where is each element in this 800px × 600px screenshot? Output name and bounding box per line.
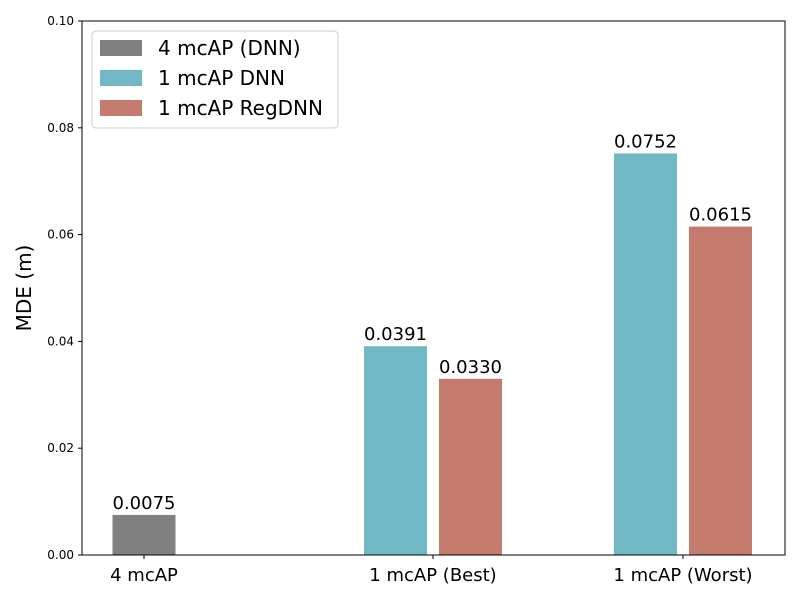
bar-1-mcap-regdnn-1 [439, 378, 502, 555]
data-label: 0.0330 [439, 357, 502, 378]
data-label: 0.0391 [364, 324, 427, 345]
data-label: 0.0752 [614, 131, 677, 152]
y-axis: 0.00 0.02 0.04 0.06 0.08 0.10 [47, 14, 82, 562]
y-tick-label: 0.02 [47, 441, 74, 455]
x-axis: 4 mcAP 1 mcAP (Best) 1 mcAP (Worst) [110, 555, 753, 586]
y-tick-label: 0.08 [47, 121, 74, 135]
bar-1-mcap-dnn-1 [364, 346, 427, 555]
bar-1-mcap-regdnn-2 [689, 226, 752, 555]
legend-swatch [100, 70, 142, 86]
bar-1-mcap-dnn-2 [614, 153, 677, 555]
x-tick-label: 1 mcAP (Worst) [613, 565, 752, 586]
y-tick-label: 0.04 [47, 334, 74, 348]
data-label: 0.0075 [113, 493, 176, 514]
legend-box [91, 30, 339, 129]
bar-4-mcap-dnn--0 [112, 514, 176, 555]
data-labels-group: 0.0075 0.0391 0.0752 0.0330 0.0615 [113, 131, 752, 514]
y-tick-label: 0.10 [47, 14, 74, 28]
legend-swatch [100, 100, 142, 116]
legend-label: 1 mcAP RegDNN [158, 96, 323, 120]
y-axis-label: MDE (m) [12, 245, 36, 332]
x-tick-label: 4 mcAP [110, 565, 178, 586]
y-tick-label: 0.00 [47, 548, 74, 562]
bars-group [112, 153, 752, 555]
legend-label: 4 mcAP (DNN) [158, 36, 301, 60]
y-tick-label: 0.06 [47, 228, 74, 242]
legend-label: 1 mcAP DNN [158, 66, 285, 90]
legend: 4 mcAP (DNN) 1 mcAP DNN 1 mcAP RegDNN [91, 30, 339, 129]
data-label: 0.0615 [689, 205, 752, 226]
x-tick-label: 1 mcAP (Best) [369, 565, 496, 586]
legend-swatch [100, 40, 142, 56]
